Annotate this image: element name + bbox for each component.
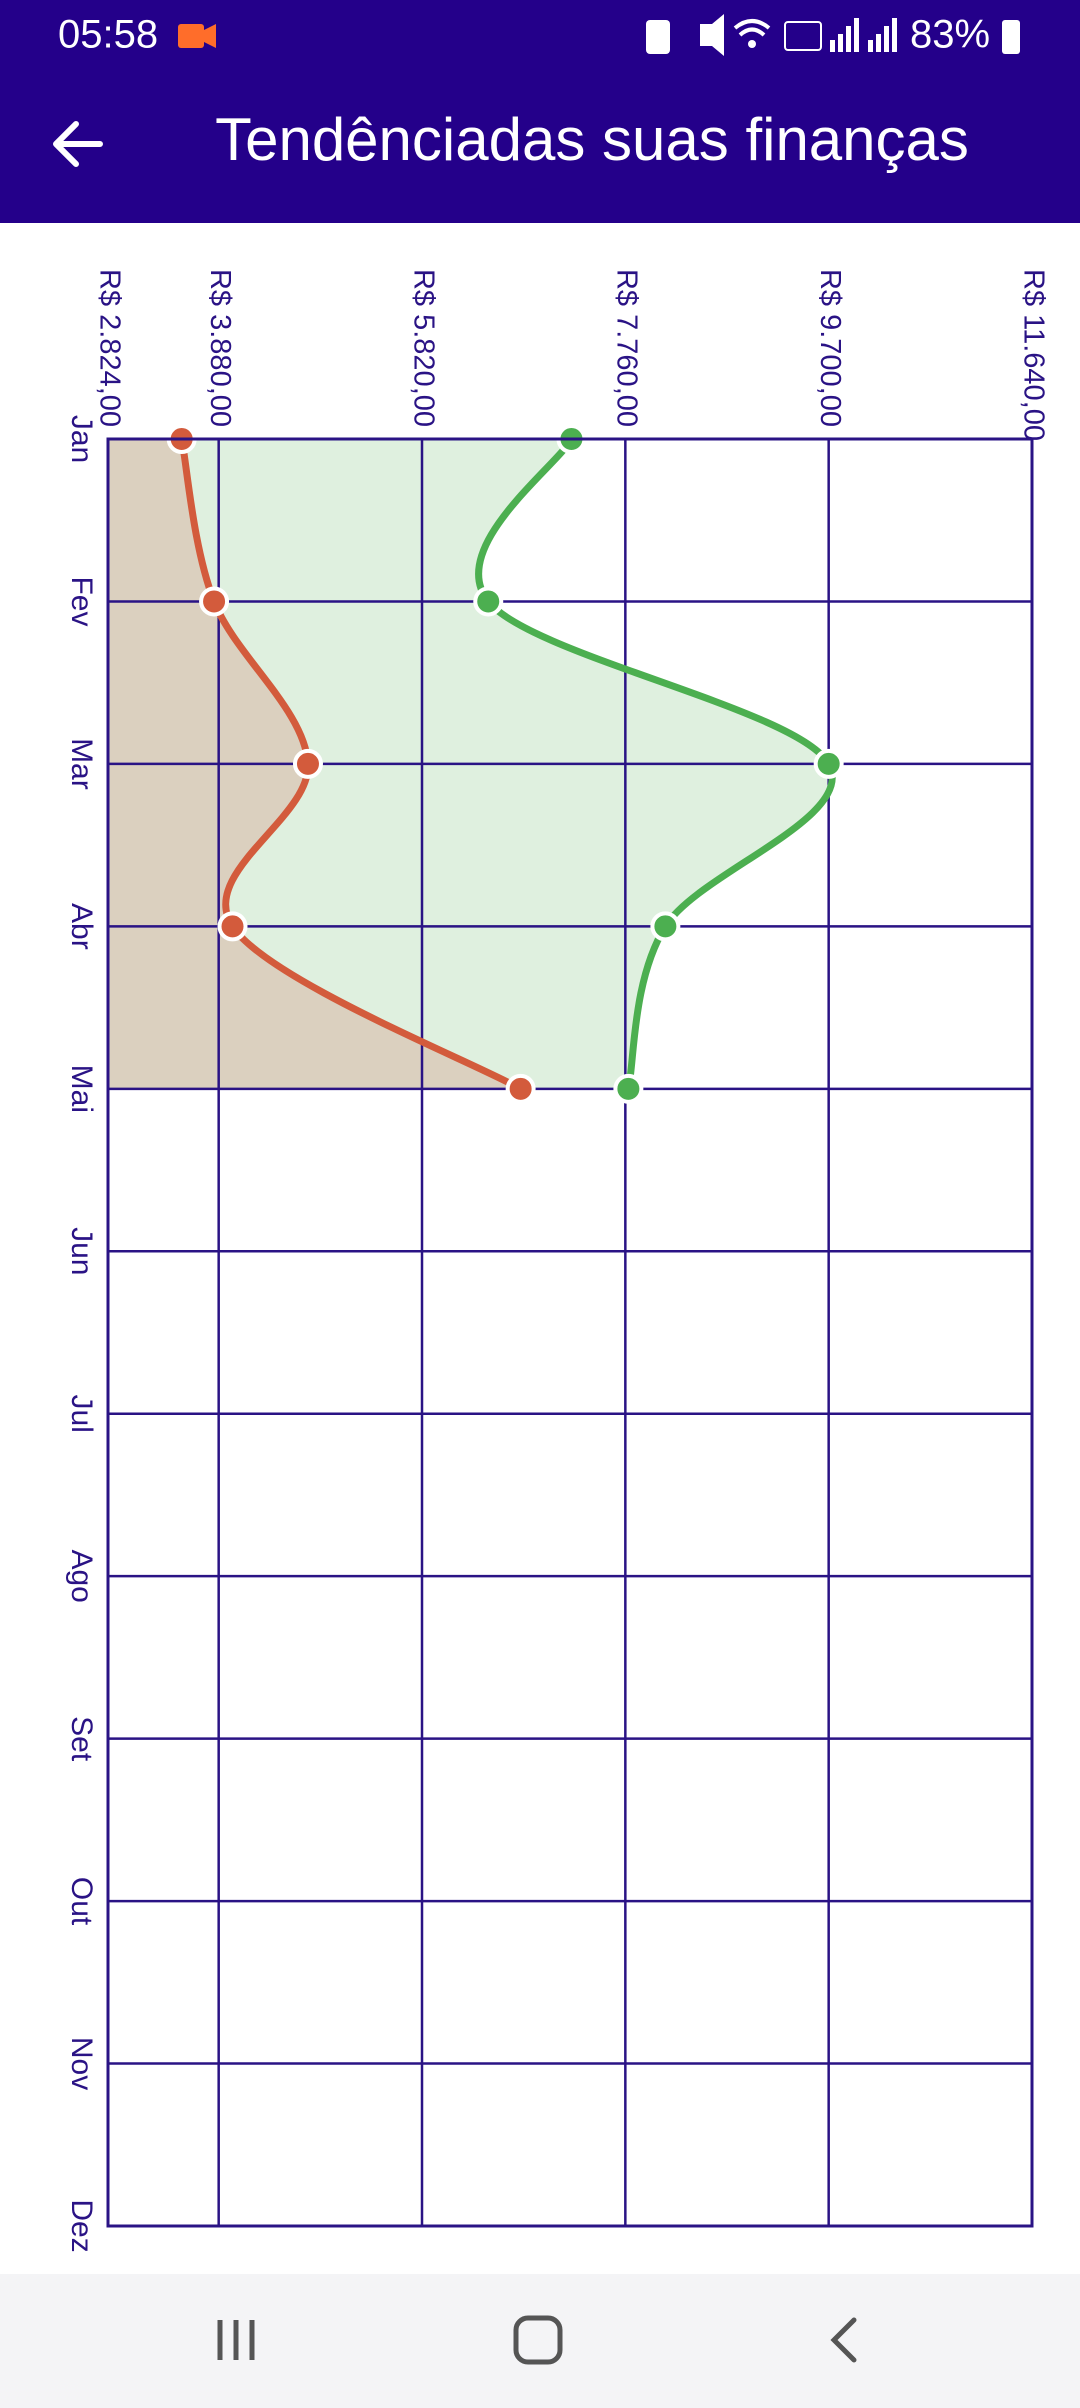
nav-home[interactable] bbox=[513, 2315, 563, 2365]
x-tick-label: Jun bbox=[65, 1227, 98, 1275]
point bbox=[473, 586, 504, 617]
nav-back[interactable] bbox=[830, 2317, 857, 2363]
x-tick-label: Out bbox=[65, 1877, 98, 1926]
back-button[interactable] bbox=[53, 121, 103, 167]
point bbox=[505, 1073, 536, 1104]
y-tick-label: R$ 2.824,00 bbox=[93, 269, 125, 427]
x-tick-label: Fev bbox=[65, 576, 98, 626]
y-tick-label: R$ 5.820,00 bbox=[407, 269, 439, 427]
plot-border bbox=[106, 437, 1034, 2228]
x-tick-label: Abr bbox=[65, 903, 98, 950]
nav-icons bbox=[217, 2315, 857, 2365]
point bbox=[199, 586, 230, 617]
chart: Jan Fev Mar Abr Mai Jun Jul Ago Set Out Nov Dez R$ 2… bbox=[65, 269, 1049, 2253]
y-tick-label: R$ 11.640,00 bbox=[1017, 269, 1049, 441]
y-tick-label: R$ 9.700,00 bbox=[814, 269, 846, 427]
point bbox=[813, 748, 844, 779]
point bbox=[292, 748, 323, 779]
record-icon bbox=[178, 24, 204, 48]
line bbox=[178, 438, 523, 1092]
status-icons bbox=[646, 14, 1020, 56]
x-tick-label: Mai bbox=[65, 1065, 98, 1113]
x-tick-label: Jul bbox=[65, 1395, 98, 1433]
record-icon-lens bbox=[204, 24, 216, 48]
point bbox=[217, 911, 248, 942]
x-tick-label: Dez bbox=[65, 2199, 98, 2252]
nav-bar bbox=[0, 2274, 1080, 2408]
x-tick-label: Set bbox=[65, 1716, 98, 1762]
point bbox=[650, 911, 681, 942]
status-time: 05:58 bbox=[58, 13, 158, 57]
x-tick-label: Ago bbox=[65, 1549, 98, 1602]
lines bbox=[178, 437, 836, 1092]
nav-recents[interactable] bbox=[217, 2320, 255, 2360]
app-bar-title: Tendênciadas suas finanças bbox=[215, 106, 969, 173]
point bbox=[613, 1073, 644, 1104]
y-tick-label: R$ 7.760,00 bbox=[611, 269, 643, 427]
x-tick-label: Jan bbox=[65, 415, 98, 463]
y-tick-label: R$ 3.880,00 bbox=[204, 269, 236, 427]
x-tick-label: Nov bbox=[65, 2037, 98, 2090]
line bbox=[475, 437, 836, 1090]
points bbox=[166, 424, 844, 1104]
x-tick-label: Mar bbox=[65, 738, 98, 790]
status-battery: 83% bbox=[910, 13, 990, 57]
